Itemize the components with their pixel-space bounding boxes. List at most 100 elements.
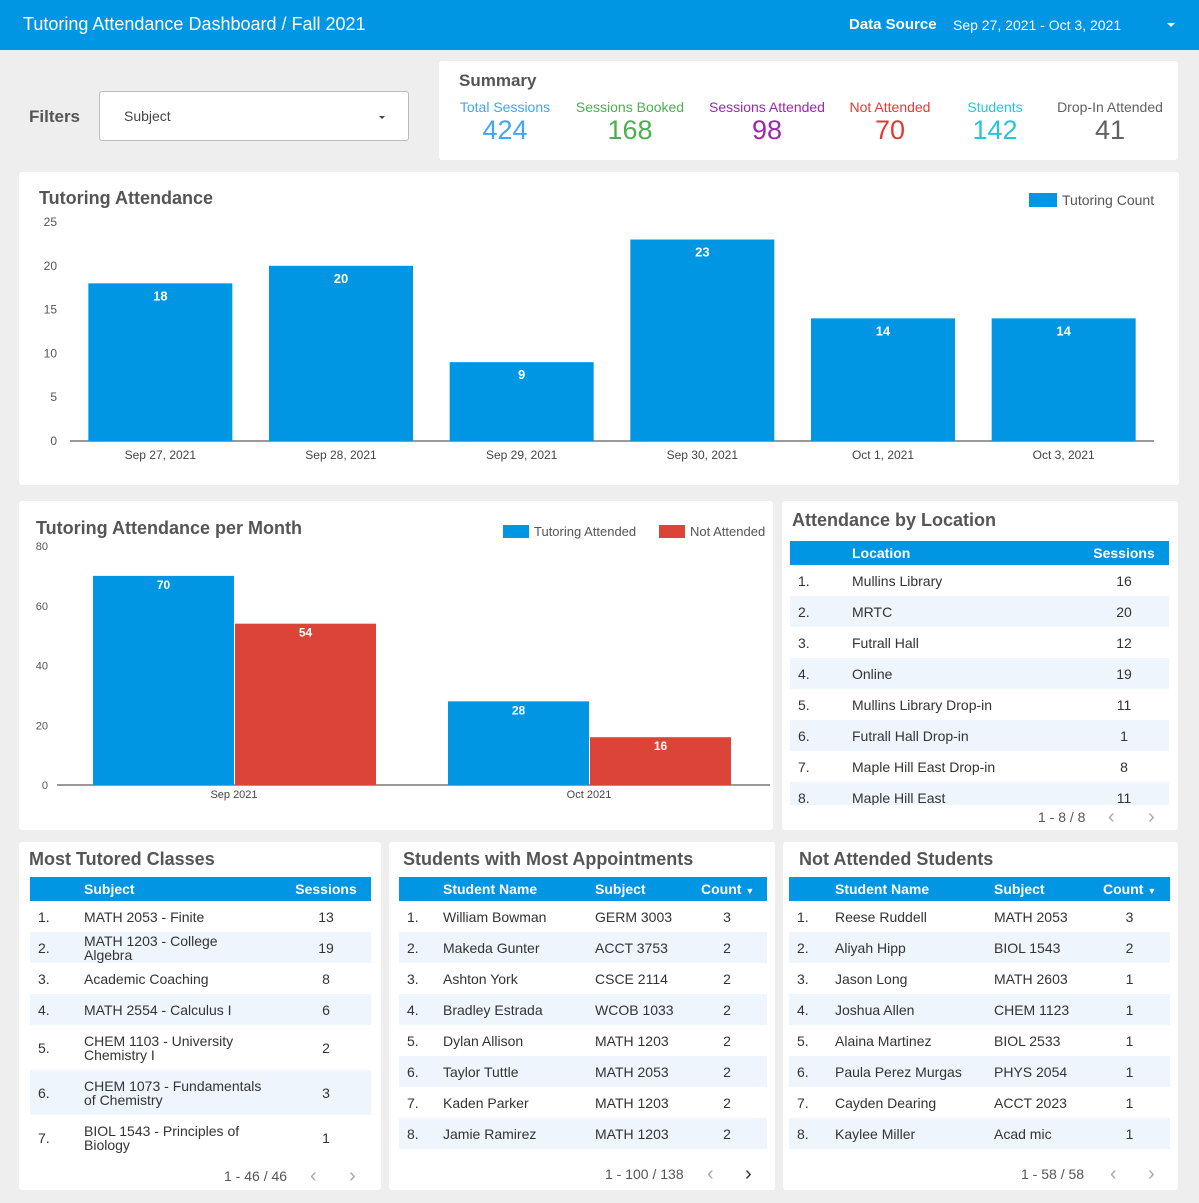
location-title: Attendance by Location (792, 510, 997, 530)
chevron-down-icon[interactable] (1167, 23, 1175, 27)
table-row[interactable]: 8. Kaylee Miller Acad mic 1 (789, 1118, 1170, 1149)
y-tick-label: 20 (36, 720, 48, 732)
appointments-table-viewport[interactable]: Student Name Subject Count ▼ 1. William B… (399, 877, 767, 1161)
x-tick-label: Sep 27, 2021 (125, 448, 197, 462)
sort-desc-icon: ▼ (745, 886, 755, 896)
cell-subject: MATH 2053 (595, 1056, 701, 1087)
cell-n: 2. (399, 932, 443, 963)
cell-name: Joshua Allen (835, 994, 994, 1025)
col-subject[interactable]: Subject (595, 877, 701, 901)
table-row[interactable]: 6. Paula Perez Murgas PHYS 2054 1 (789, 1056, 1170, 1087)
data-label: 9 (518, 367, 525, 382)
cell-count: 1 (1125, 970, 1134, 987)
prev-page-icon[interactable]: ‹ (310, 1165, 317, 1187)
location-table-viewport[interactable]: Location Sessions 1. Mullins Library 16 2. M… (790, 541, 1169, 805)
cell-n: 3. (407, 970, 419, 987)
next-page-icon[interactable]: › (745, 1163, 752, 1185)
cell-n: 1. (798, 572, 810, 589)
cell-n: 8. (399, 1118, 443, 1149)
table-row[interactable]: 3. Futrall Hall 12 (790, 627, 1169, 658)
table-row[interactable]: 5. Alaina Martinez BIOL 2533 1 (789, 1025, 1170, 1056)
cell-name: Maple Hill East (852, 782, 1079, 805)
table-row[interactable]: 8. Maple Hill East 11 (790, 782, 1169, 805)
col-subject[interactable]: Subject (84, 877, 281, 901)
col-location[interactable]: Location (852, 541, 1079, 565)
table-row[interactable]: 6. CHEM 1073 - Fundamentals of Chemistry 3 (30, 1070, 371, 1115)
table-row[interactable]: 6. Futrall Hall Drop-in 1 (790, 720, 1169, 751)
cell-subject: Acad mic (994, 1118, 1103, 1149)
next-page-icon[interactable]: › (349, 1165, 356, 1187)
col-count[interactable]: Count ▼ (701, 877, 767, 901)
data-label: 16 (654, 739, 668, 753)
cell-subject: MATH 2053 - Finite (84, 908, 205, 925)
table-row[interactable]: 7. Kaden Parker MATH 1203 2 (399, 1087, 767, 1118)
bar (269, 265, 413, 441)
cell-name: Mullins Library Drop-in (852, 696, 993, 713)
table-row[interactable]: 7. BIOL 1543 - Principles of Biology 1 (30, 1115, 371, 1160)
x-tick-label: Sep 2021 (210, 789, 257, 801)
col-count[interactable]: Count ▼ (1103, 877, 1170, 901)
next-page-icon[interactable]: › (1148, 806, 1155, 828)
col-sessions[interactable]: Sessions (1079, 541, 1169, 565)
col-student-name[interactable]: Student Name (835, 877, 994, 901)
cell-count: 2 (701, 994, 767, 1025)
data-source-label: Data Source (849, 16, 937, 33)
y-tick-label: 15 (44, 303, 58, 317)
table-row[interactable]: 1. Reese Ruddell MATH 2053 3 (789, 901, 1170, 932)
bar (811, 318, 955, 441)
table-row[interactable]: 4. Online 19 (790, 658, 1169, 689)
col-sessions[interactable]: Sessions (281, 877, 371, 901)
not-attended-table-viewport[interactable]: Student Name Subject Count ▼ 1. Reese Rud… (789, 877, 1170, 1161)
legend-swatch (503, 525, 529, 538)
table-row[interactable]: 7. Cayden Dearing ACCT 2023 1 (789, 1087, 1170, 1118)
table-row[interactable]: 5. Mullins Library Drop-in 11 (790, 689, 1169, 720)
table-row[interactable]: 5. Dylan Allison MATH 1203 2 (399, 1025, 767, 1056)
cell-subject: MATH 1203 - College Algebra (84, 932, 281, 963)
prev-page-icon[interactable]: ‹ (1108, 806, 1115, 828)
table-row[interactable]: 4. Joshua Allen CHEM 1123 1 (789, 994, 1170, 1025)
kpi-6: Drop-In Attended 41 (1040, 99, 1180, 146)
table-row[interactable]: 2. MATH 1203 - College Algebra 19 (30, 932, 371, 963)
classes-table-viewport[interactable]: Subject Sessions 1. MATH 2053 - Finite 13 2… (30, 877, 371, 1163)
classes-table: Subject Sessions 1. MATH 2053 - Finite 13 2… (30, 877, 371, 1160)
table-row[interactable]: 4. Bradley Estrada WCOB 1033 2 (399, 994, 767, 1025)
table-row[interactable]: 3. Academic Coaching 8 (30, 963, 371, 994)
cell-name: Futrall Hall Drop-in (852, 720, 1079, 751)
cell-sessions: 16 (1116, 572, 1132, 589)
bar (449, 362, 594, 441)
table-row[interactable]: 8. Jamie Ramirez MATH 1203 2 (399, 1118, 767, 1149)
kpi-1: Total Sessions 424 (435, 99, 575, 146)
table-row[interactable]: 7. Maple Hill East Drop-in 8 (790, 751, 1169, 782)
table-row[interactable]: 3. Jason Long MATH 2603 1 (789, 963, 1170, 994)
table-row[interactable]: 6. Taylor Tuttle MATH 2053 2 (399, 1056, 767, 1087)
table-row[interactable]: 1. William Bowman GERM 3003 3 (399, 901, 767, 932)
prev-page-icon[interactable]: ‹ (1110, 1163, 1117, 1185)
table-row[interactable]: 2. Makeda Gunter ACCT 3753 2 (399, 932, 767, 963)
table-row[interactable]: 1. Mullins Library 16 (790, 565, 1169, 596)
col-student-name[interactable]: Student Name (443, 877, 595, 901)
cell-name: Online (852, 658, 1079, 689)
chart-title: Tutoring Attendance per Month (36, 518, 302, 538)
cell-n: 1. (38, 908, 50, 925)
col-subject[interactable]: Subject (994, 877, 1103, 901)
table-row[interactable]: 1. MATH 2053 - Finite 13 (30, 901, 371, 932)
prev-page-icon[interactable]: ‹ (707, 1163, 714, 1185)
cell-n: 8. (790, 782, 852, 805)
table-row[interactable]: 5. CHEM 1103 - University Chemistry I 2 (30, 1025, 371, 1070)
cell-name: Dylan Allison (443, 1032, 524, 1049)
bar (235, 623, 376, 785)
subject-filter-dropdown[interactable]: Subject (99, 91, 409, 141)
table-row[interactable]: 2. MRTC 20 (790, 596, 1169, 627)
table-row[interactable]: 3. Ashton York CSCE 2114 2 (399, 963, 767, 994)
col-count-label: Count (701, 881, 742, 897)
cell-subject: CSCE 2114 (595, 970, 668, 987)
kpi-label: Total Sessions (459, 99, 551, 115)
data-label: 18 (153, 288, 167, 303)
attendance-per-month-card: Tutoring Attendance per Month 0 20 40 60 80 7… (19, 501, 773, 830)
table-row[interactable]: 2. Aliyah Hipp BIOL 1543 2 (789, 932, 1170, 963)
cell-n: 3. (38, 970, 50, 987)
date-range-selector[interactable]: Sep 27, 2021 - Oct 3, 2021 (953, 17, 1122, 33)
next-page-icon[interactable]: › (1148, 1163, 1155, 1185)
kpi-value: 98 (751, 115, 783, 145)
